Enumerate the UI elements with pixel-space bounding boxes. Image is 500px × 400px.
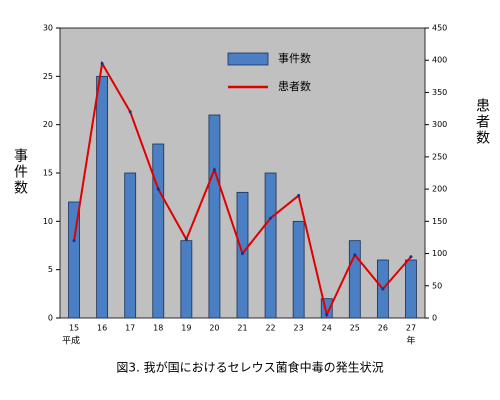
- line-point: [353, 253, 357, 257]
- x-tick-label: 25: [350, 324, 360, 333]
- line-point: [297, 194, 301, 198]
- line-point: [156, 187, 160, 191]
- x-tick-label: 26: [378, 324, 388, 333]
- y-tick-label: 0: [48, 314, 53, 323]
- y-tick-label: 30: [43, 24, 53, 33]
- bar: [236, 191, 249, 319]
- x-prefix: 平成: [62, 335, 80, 347]
- line-point: [72, 239, 76, 243]
- y2-tick-label: 300: [432, 120, 447, 129]
- y-tick-label: 25: [43, 72, 53, 81]
- x-tick-label: 16: [97, 324, 107, 333]
- line-point: [241, 252, 244, 256]
- bar: [348, 240, 361, 319]
- x-tick-label: 18: [153, 324, 163, 333]
- legend-swatch: [227, 52, 269, 66]
- bar: [96, 75, 109, 319]
- y-tick-label: 10: [43, 217, 53, 226]
- y2-tick-label: 100: [432, 249, 447, 258]
- line-point: [269, 216, 273, 220]
- y2-tick-label: 200: [432, 185, 447, 194]
- caption: 図3. 我が国におけるセレウス菌食中毒の発生状況: [116, 360, 383, 375]
- legend-label: 事件数: [278, 52, 311, 65]
- y-tick-label: 20: [43, 120, 53, 129]
- y-axis-label: 事件数: [12, 148, 28, 196]
- legend-label: 患者数: [278, 80, 311, 93]
- line-point: [325, 313, 329, 317]
- x-tick-label: 27: [406, 324, 416, 333]
- bar: [124, 172, 137, 319]
- bar: [264, 172, 277, 319]
- y2-axis-label: 患者数: [474, 98, 490, 146]
- x-tick-label: 17: [125, 324, 135, 333]
- line-point: [409, 255, 413, 259]
- line-point: [128, 110, 132, 114]
- y-tick-label: 5: [48, 265, 53, 274]
- line-point: [381, 287, 385, 291]
- y2-tick-label: 400: [432, 56, 447, 65]
- x-tick-label: 22: [265, 324, 275, 333]
- y2-tick-label: 350: [432, 88, 447, 97]
- x-tick-label: 24: [322, 324, 332, 333]
- y2-tick-label: 150: [432, 217, 447, 226]
- bar: [405, 259, 417, 319]
- x-tick-label: 21: [237, 324, 247, 333]
- y2-tick-label: 450: [432, 24, 447, 33]
- bar: [320, 298, 333, 319]
- line-point: [212, 168, 216, 172]
- line-point: [184, 237, 188, 241]
- y2-tick-label: 250: [432, 152, 447, 161]
- y2-tick-label: 0: [432, 314, 437, 323]
- x-suffix: 年: [406, 335, 415, 347]
- x-tick-label: 23: [294, 324, 304, 333]
- x-tick-label: 19: [181, 324, 191, 333]
- line-point: [100, 61, 104, 65]
- y2-tick-label: 50: [432, 281, 442, 290]
- bar: [208, 114, 221, 319]
- bar: [180, 240, 193, 319]
- bar: [68, 201, 80, 319]
- x-tick-label: 15: [69, 324, 79, 333]
- x-tick-label: 20: [209, 324, 219, 333]
- y-tick-label: 15: [43, 169, 53, 178]
- bar: [292, 220, 305, 319]
- bar: [152, 143, 165, 319]
